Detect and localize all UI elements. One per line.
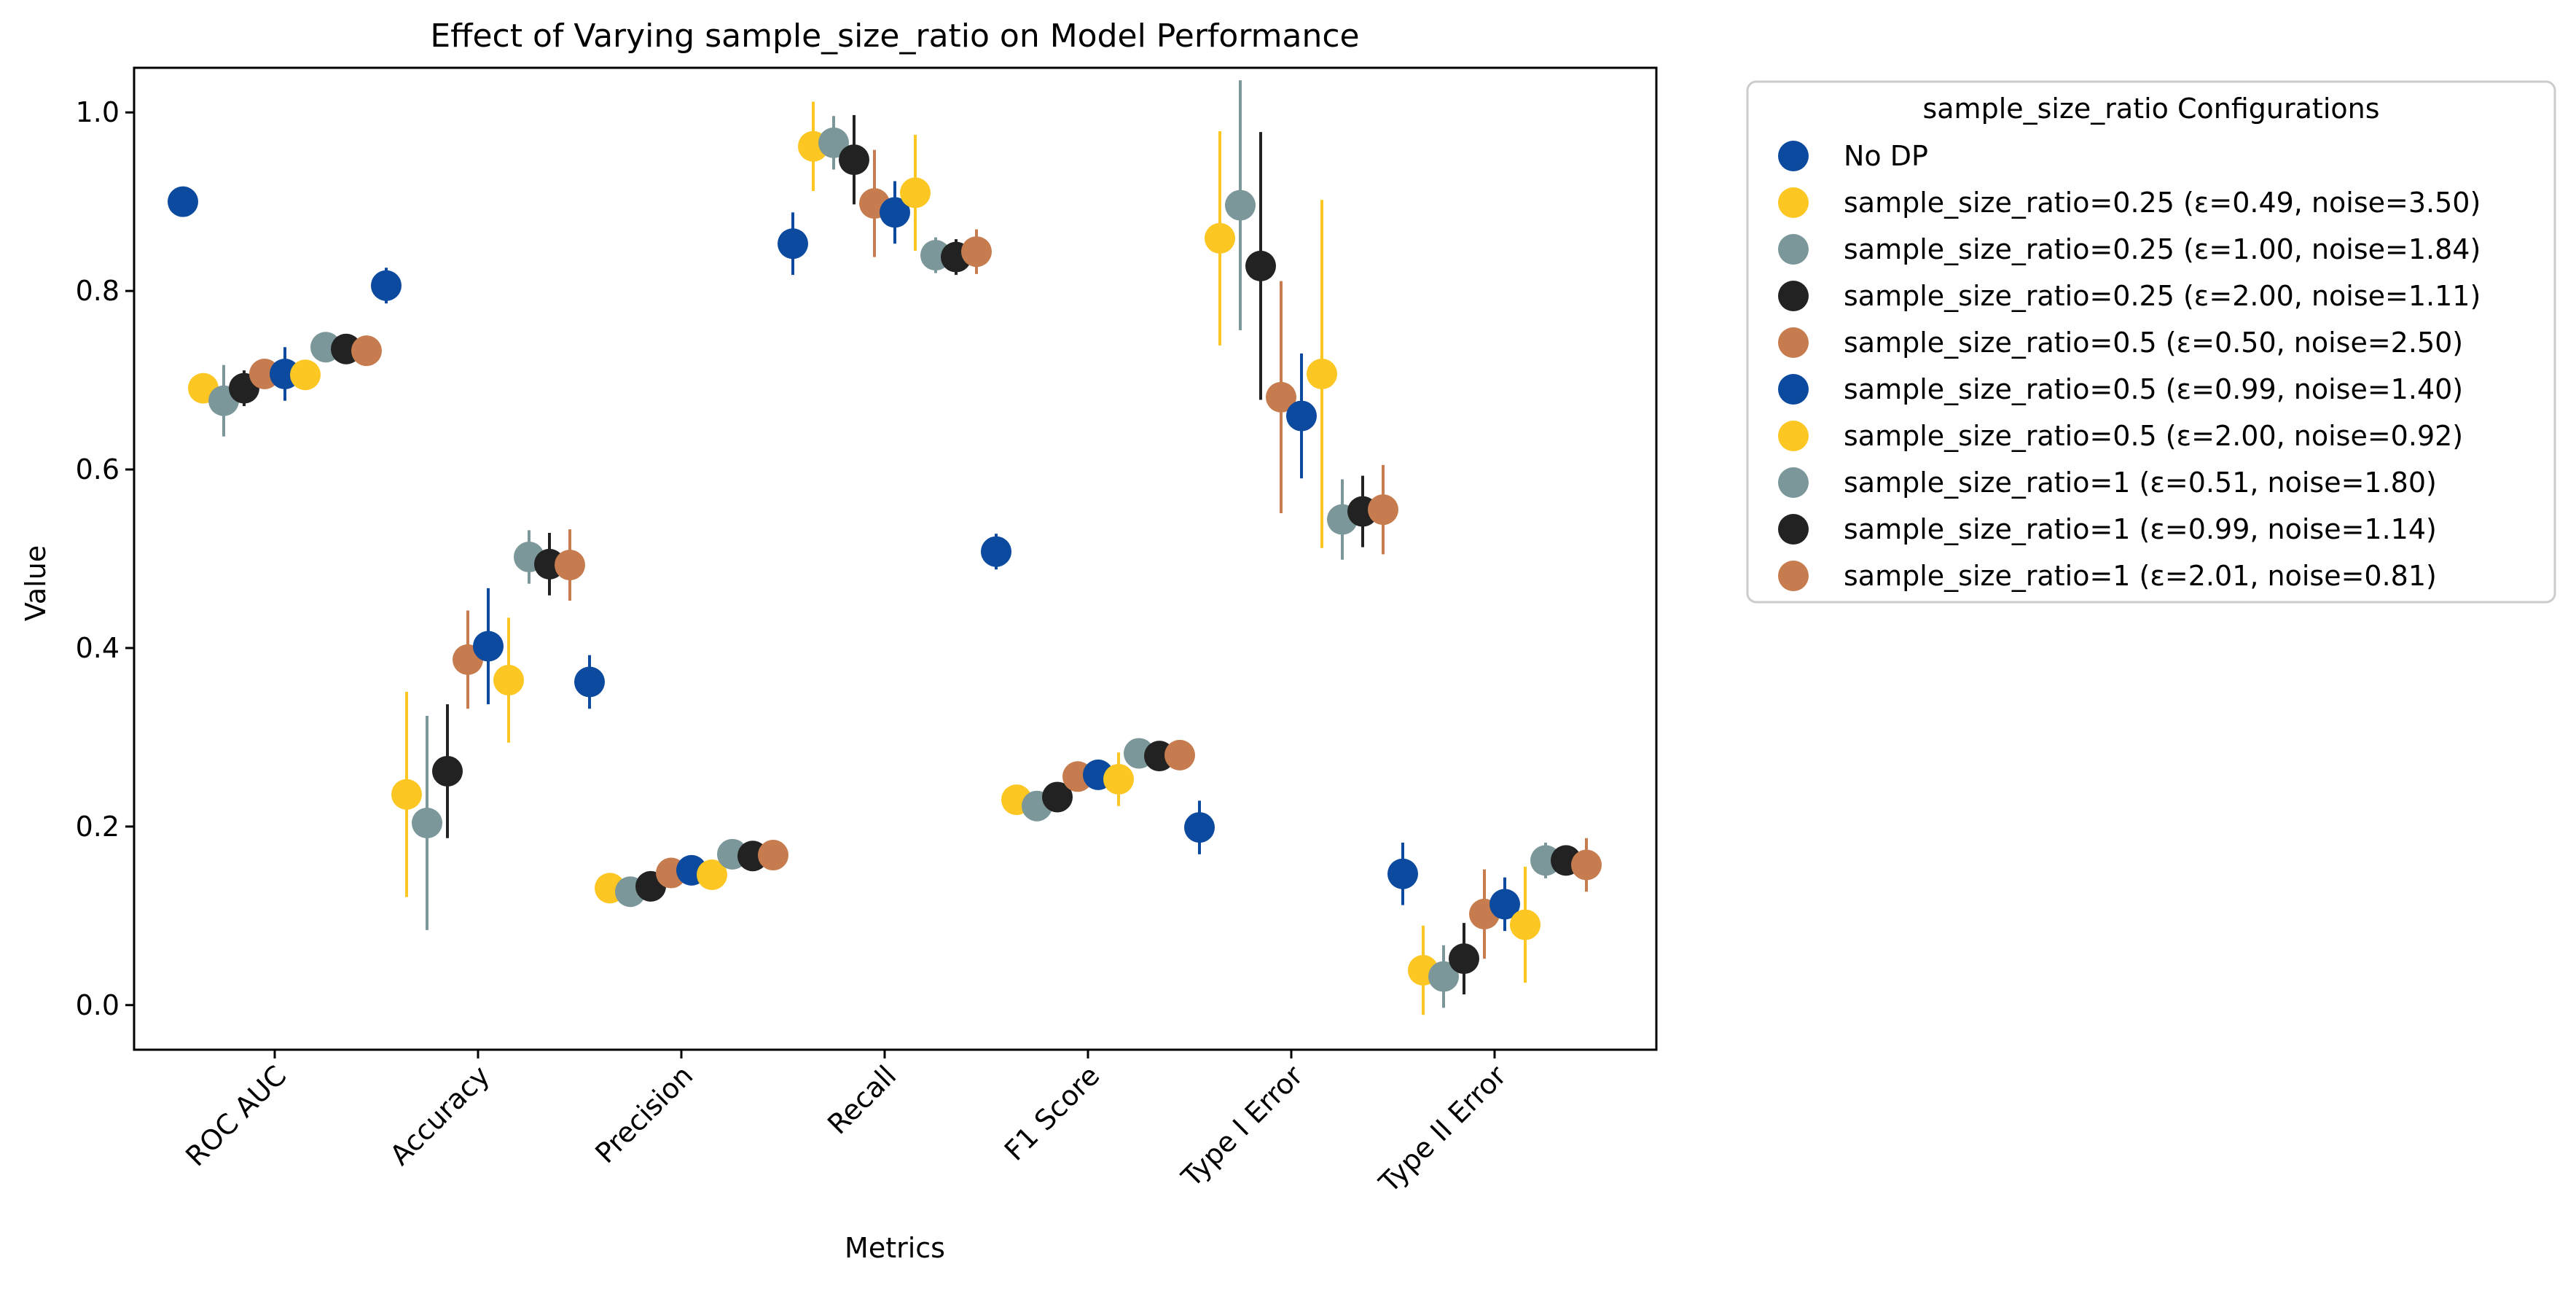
data-point [697,859,727,890]
legend: sample_size_ratio Configurations No DP sa… [1746,80,2556,604]
data-point [880,197,910,228]
legend-label: sample_size_ratio=0.5 (ε=0.99, noise=1.4… [1844,373,2463,405]
legend-marker [1778,514,1809,545]
data-point [168,186,198,217]
legend-label: sample_size_ratio=1 (ε=0.99, noise=1.14) [1844,513,2437,545]
data-point [473,631,504,662]
data-point [1184,812,1215,843]
data-point [1368,494,1398,526]
legend-marker [1778,421,1809,451]
data-point [1164,739,1195,771]
legend-label: sample_size_ratio=0.5 (ε=0.50, noise=2.5… [1844,327,2463,359]
y-tick-label: 0.8 [76,275,120,307]
data-point [1266,381,1296,413]
data-point [290,359,321,391]
y-axis: 0.0 0.2 0.4 0.6 0.8 1.0 [76,96,134,1021]
y-axis-label: Value [20,545,52,621]
data-point [493,665,524,696]
data-point [1245,250,1276,281]
data-point [391,779,422,810]
data-point [412,807,442,838]
data-point [1571,849,1602,881]
legend-marker [1778,141,1809,171]
legend-marker [1778,374,1809,405]
legend-marker [1778,327,1809,358]
data-point [758,840,788,871]
legend-label: sample_size_ratio=1 (ε=0.51, noise=1.80) [1844,467,2437,499]
data-point [1307,359,1337,390]
y-tick-label: 0.6 [76,453,120,485]
legend-label: sample_size_ratio=0.25 (ε=1.00, noise=1.… [1844,233,2481,265]
data-point [818,127,849,158]
plot-frame [133,66,1658,1051]
data-point [1489,889,1520,920]
legend-label: sample_size_ratio=0.25 (ε=0.49, noise=3.… [1844,187,2481,219]
data-point [555,550,585,581]
legend-marker [1778,234,1809,265]
data-point [1103,763,1134,795]
legend-marker [1778,561,1809,591]
data-point [961,236,992,268]
y-tick-label: 0.0 [76,989,120,1021]
data-point [1428,961,1459,992]
legend-label: sample_size_ratio=1 (ε=2.01, noise=0.81) [1844,560,2437,592]
data-point [839,144,869,176]
legend-frame [1746,80,2556,604]
legend-label: sample_size_ratio=0.25 (ε=2.00, noise=1.… [1844,280,2481,312]
data-point [432,755,463,787]
data-point [900,177,931,208]
y-tick-label: 0.2 [76,811,120,843]
plot-marks [168,80,1602,1015]
legend-title: sample_size_ratio Configurations [1922,93,2379,125]
data-point [1205,222,1235,254]
data-point [371,270,402,301]
legend-marker [1778,281,1809,311]
y-tick-label: 0.4 [76,632,120,664]
legend-marker [1778,187,1809,218]
data-point [1510,909,1540,940]
data-point [981,536,1011,567]
data-point [1225,190,1256,221]
x-axis-label: Metrics [845,1232,945,1264]
data-point [778,228,808,260]
data-point [1286,400,1317,432]
y-tick-label: 1.0 [76,96,120,128]
legend-items: No DP sample_size_ratio=0.25 (ε=0.49, noi… [1778,140,2481,592]
data-point [574,666,605,698]
data-point [1042,781,1073,813]
legend-label: No DP [1844,140,1928,172]
data-point [1449,943,1479,975]
legend-marker [1778,467,1809,498]
data-point [1387,858,1418,889]
legend-label: sample_size_ratio=0.5 (ε=2.00, noise=0.9… [1844,420,2463,452]
data-point [351,335,382,367]
chart-title: Effect of Varying sample_size_ratio on M… [430,17,1359,55]
